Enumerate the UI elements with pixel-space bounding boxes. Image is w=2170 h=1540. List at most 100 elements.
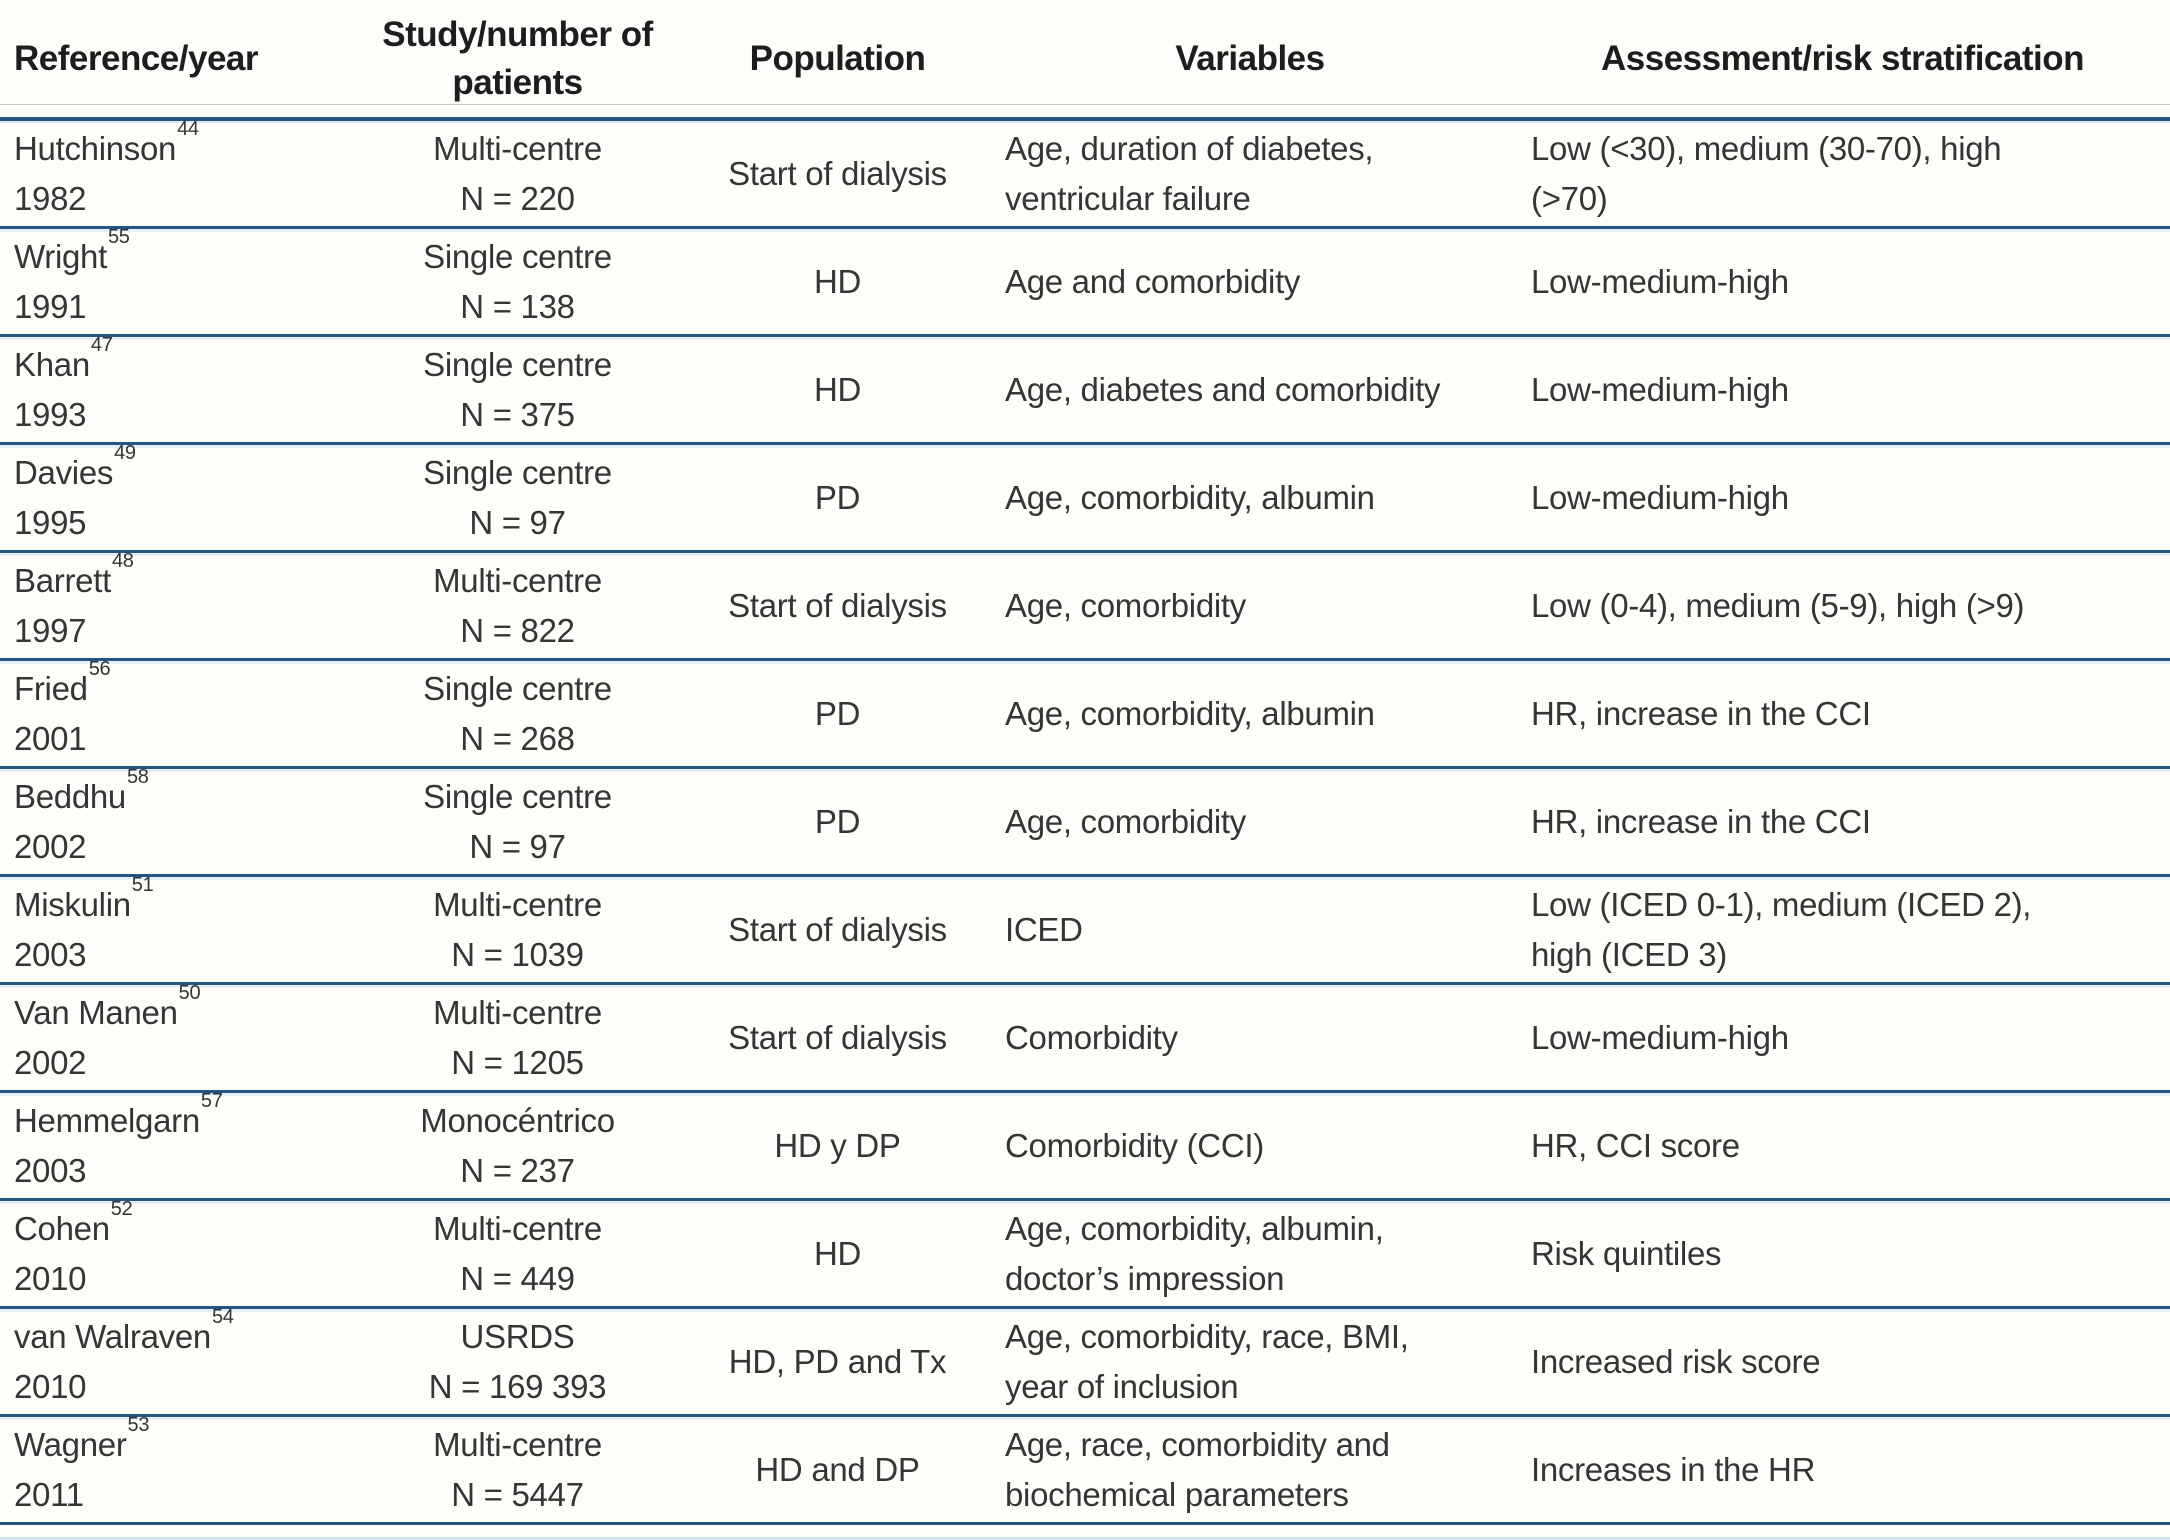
cell-variables: Age, diabetes and comorbidity: [985, 335, 1515, 445]
study-patient-count: N = 97: [469, 827, 566, 865]
table-row: Khan47 1993 Single centre N = 375 HD Age, dia…: [0, 335, 2170, 445]
reference-year: 2001: [14, 719, 87, 757]
cell-study: Multi-centre N = 449: [345, 1199, 690, 1309]
cell-population: PD: [690, 443, 985, 553]
reference-year: 2010: [14, 1367, 87, 1405]
cell-reference: van Walraven54 2010: [0, 1307, 345, 1417]
column-header-assessment: Assessment/risk stratification: [1515, 0, 2170, 121]
study-type: Multi-centre: [433, 561, 602, 599]
reference-author: Hutchinson: [14, 129, 177, 167]
table-row: Beddhu58 2002 Single centre N = 97 PD Age, co…: [0, 767, 2170, 877]
reference-author-line: Fried56: [14, 660, 344, 714]
table-row: Davies49 1995 Single centre N = 97 PD Age, co…: [0, 443, 2170, 553]
study-patient-count: N = 169 393: [428, 1367, 607, 1405]
table-row: Cohen52 2010 Multi-centre N = 449 HD Age, com…: [0, 1199, 2170, 1309]
reference-year: 1991: [14, 287, 87, 325]
reference-year: 2003: [14, 935, 87, 973]
cell-assessment: Low-medium-high: [1515, 983, 2170, 1093]
cell-reference: Hemmelgarn57 2003: [0, 1091, 345, 1201]
cell-variables: Comorbidity: [985, 983, 1515, 1093]
study-type: Multi-centre: [433, 993, 602, 1031]
reference-author-line: Hutchinson44: [14, 119, 344, 174]
cell-variables: Age, comorbidity, race, BMI, year of inc…: [985, 1307, 1515, 1417]
table-header: Reference/year Study/number of patients …: [0, 0, 2170, 121]
cell-population: Start of dialysis: [690, 119, 985, 229]
cell-population: Start of dialysis: [690, 875, 985, 985]
table-row: Barrett48 1997 Multi-centre N = 822 Start of…: [0, 551, 2170, 661]
reference-author: Wright: [14, 237, 107, 275]
cell-reference: Barrett48 1997: [0, 551, 345, 661]
reference-author: Davies: [14, 453, 114, 491]
reference-year: 1995: [14, 503, 87, 541]
cell-study: Multi-centre N = 1039: [345, 875, 690, 985]
cell-study: Multi-centre N = 1205: [345, 983, 690, 1093]
cell-assessment: Low (ICED 0-1), medium (ICED 2), high (I…: [1515, 875, 2170, 985]
study-type: USRDS: [460, 1317, 575, 1355]
cell-assessment: Low-medium-high: [1515, 335, 2170, 445]
table-body: Hutchinson44 1982 Multi-centre N = 220 Start…: [0, 119, 2170, 1525]
header-row: Reference/year Study/number of patients …: [0, 0, 2170, 121]
cell-assessment: HR, increase in the CCI: [1515, 767, 2170, 877]
cell-reference: Wagner53 2011: [0, 1415, 345, 1525]
reference-author: Fried: [14, 669, 88, 707]
cell-assessment: Low-medium-high: [1515, 443, 2170, 553]
cell-assessment: Low (0-4), medium (5-9), high (>9): [1515, 551, 2170, 661]
reference-year: 1993: [14, 395, 87, 433]
reference-year: 2002: [14, 827, 87, 865]
study-type: Multi-centre: [433, 1209, 602, 1247]
cell-variables: Age, comorbidity, albumin: [985, 659, 1515, 769]
citation-number: 52: [110, 1199, 133, 1220]
study-patient-count: N = 449: [460, 1259, 575, 1297]
cell-study: Single centre N = 97: [345, 767, 690, 877]
cell-assessment: Low-medium-high: [1515, 227, 2170, 337]
table-row: Miskulin51 2003 Multi-centre N = 1039 Start …: [0, 875, 2170, 985]
table-row: Hutchinson44 1982 Multi-centre N = 220 Start…: [0, 119, 2170, 229]
cell-variables: Age, duration of diabetes, ventricular f…: [985, 119, 1515, 229]
cell-population: Start of dialysis: [690, 983, 985, 1093]
reference-author: Van Manen: [14, 993, 178, 1031]
cell-reference: Hutchinson44 1982: [0, 119, 345, 229]
reference-author: Beddhu: [14, 777, 126, 815]
table-row: van Walraven54 2010 USRDS N = 169 393 HD, PD…: [0, 1307, 2170, 1417]
study-type: Single centre: [423, 777, 612, 815]
cell-assessment: Low (<30), medium (30-70), high (>70): [1515, 119, 2170, 229]
cell-variables: Age and comorbidity: [985, 227, 1515, 337]
cell-study: Single centre N = 375: [345, 335, 690, 445]
cell-variables: Age, comorbidity: [985, 551, 1515, 661]
cell-variables: Comorbidity (CCI): [985, 1091, 1515, 1201]
cell-population: PD: [690, 767, 985, 877]
citation-number: 51: [131, 875, 154, 896]
cell-population: HD y DP: [690, 1091, 985, 1201]
reference-author-line: Wright55: [14, 228, 344, 282]
table-row: Fried56 2001 Single centre N = 268 PD Age, co…: [0, 659, 2170, 769]
cell-reference: Beddhu58 2002: [0, 767, 345, 877]
study-patient-count: N = 268: [460, 719, 575, 757]
cell-study: Multi-centre N = 822: [345, 551, 690, 661]
reference-author-line: Beddhu58: [14, 768, 344, 822]
study-type: Single centre: [423, 345, 612, 383]
cell-assessment: HR, increase in the CCI: [1515, 659, 2170, 769]
reference-author: Barrett: [14, 561, 111, 599]
column-header-variables: Variables: [985, 0, 1515, 121]
cell-reference: Miskulin51 2003: [0, 875, 345, 985]
reference-year: 2011: [14, 1475, 84, 1513]
study-type: Multi-centre: [433, 1425, 602, 1463]
reference-author-line: van Walraven54: [14, 1308, 344, 1362]
cell-variables: Age, race, comorbidity and biochemical p…: [985, 1415, 1515, 1525]
cell-study: Single centre N = 97: [345, 443, 690, 553]
cell-assessment: Risk quintiles: [1515, 1199, 2170, 1309]
study-patient-count: N = 1039: [451, 935, 584, 973]
column-header-reference: Reference/year: [0, 0, 345, 121]
citation-number: 44: [177, 119, 199, 140]
cell-assessment: Increases in the HR: [1515, 1415, 2170, 1525]
cell-population: Start of dialysis: [690, 551, 985, 661]
cell-population: PD: [690, 659, 985, 769]
study-type: Single centre: [423, 237, 612, 275]
reference-author-line: Davies49: [14, 444, 344, 498]
cell-variables: ICED: [985, 875, 1515, 985]
cell-study: Single centre N = 138: [345, 227, 690, 337]
reference-author-line: Van Manen50: [14, 984, 344, 1038]
reference-year: 2010: [14, 1259, 87, 1297]
study-patient-count: N = 220: [460, 179, 575, 217]
cell-population: HD and DP: [690, 1415, 985, 1525]
